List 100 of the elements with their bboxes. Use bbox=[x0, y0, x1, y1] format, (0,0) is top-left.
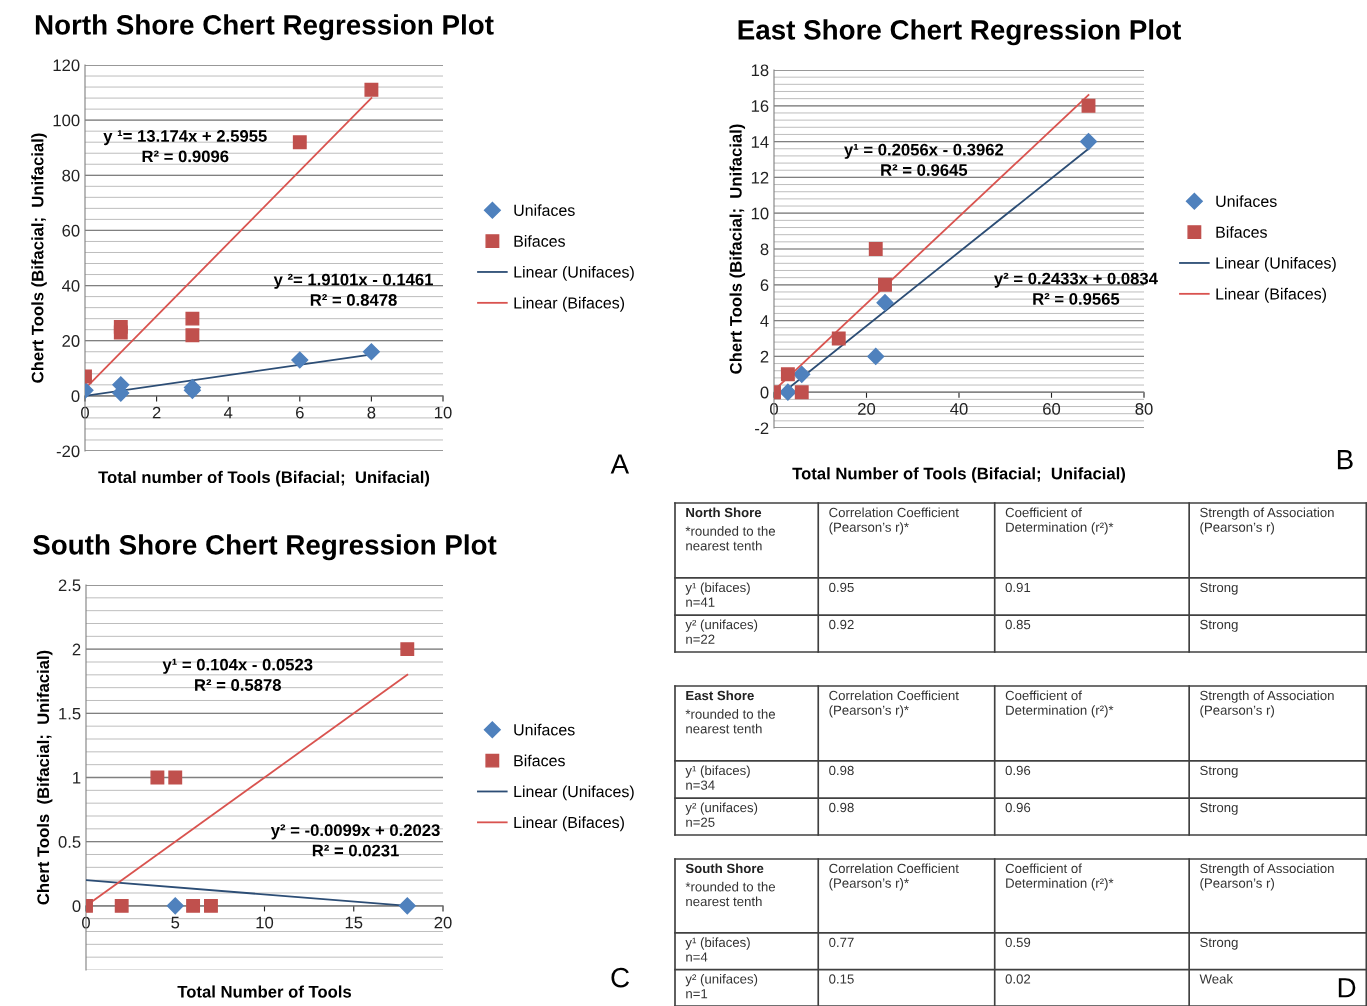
text: Strength of Association (Pearson’s r) bbox=[1200, 863, 1334, 891]
annotation: y¹ = 0.2056x - 0.3962 R² = 0.9645 bbox=[844, 143, 1004, 176]
point bbox=[166, 897, 184, 915]
y-axis-title: Chert Tools (Bifacial; Unifacial) bbox=[36, 650, 53, 905]
text: South Shore *rounded to the nearest tenth bbox=[685, 863, 776, 907]
text: Coefficient of Determination (r²)* bbox=[1005, 863, 1114, 891]
text: East Shore *rounded to the nearest tenth bbox=[685, 690, 776, 734]
y-tick-label: 0 bbox=[71, 390, 80, 403]
text: C bbox=[611, 967, 630, 988]
point bbox=[292, 135, 307, 150]
text: 0.85 bbox=[1005, 619, 1031, 630]
text: Coefficient of Determination (r²)* bbox=[1005, 507, 1114, 535]
point bbox=[291, 351, 309, 369]
point bbox=[831, 331, 846, 346]
legend-label: Unifaces bbox=[514, 723, 575, 736]
point bbox=[1081, 98, 1096, 113]
y-tick-label: 2.5 bbox=[58, 579, 81, 592]
y-tick-label: 6 bbox=[760, 279, 769, 291]
text: 0.96 bbox=[1005, 765, 1031, 776]
x-tick-label: 4 bbox=[223, 406, 233, 419]
annotation: y¹ = 0.104x - 0.0523 R² = 0.5878 bbox=[162, 658, 313, 691]
text: North Shore *rounded to the nearest tenth bbox=[685, 507, 776, 551]
text: Strong bbox=[1200, 937, 1238, 950]
legend-label: Linear (Unifaces) bbox=[514, 785, 634, 801]
text: Strength of Association (Pearson’s r) bbox=[1200, 690, 1334, 718]
text: Strong bbox=[1200, 765, 1238, 778]
legend-label: Linear (Bifaces) bbox=[514, 296, 625, 312]
text: Strength of Association (Pearson’s r) bbox=[1200, 507, 1334, 535]
y-tick-label: 0.5 bbox=[58, 836, 81, 848]
x-tick-label: 15 bbox=[345, 916, 363, 929]
legend-label: Bifaces bbox=[514, 235, 565, 247]
y-tick-label: 2 bbox=[760, 350, 769, 363]
y-tick-label: 0 bbox=[72, 900, 81, 913]
y-tick-label: 14 bbox=[751, 136, 769, 148]
text: 0.98 bbox=[829, 802, 854, 813]
y-tick-label: 2 bbox=[72, 643, 81, 656]
text: y¹ (bifaces) n=41 bbox=[685, 582, 750, 607]
point bbox=[793, 365, 811, 383]
text: y¹ (bifaces) n=4 bbox=[685, 937, 750, 962]
text: 0.15 bbox=[829, 974, 854, 984]
y-tick-label: 40 bbox=[61, 279, 80, 292]
y-tick-label: 80 bbox=[62, 169, 80, 182]
text: Strong bbox=[1200, 802, 1238, 815]
x-tick-label: 20 bbox=[858, 403, 876, 415]
x-tick-label: 20 bbox=[434, 916, 452, 929]
text: D bbox=[1338, 978, 1356, 998]
y-tick-label: -2 bbox=[755, 422, 769, 435]
text: Correlation Coefficient (Pearson’s r)* bbox=[829, 507, 959, 535]
point bbox=[779, 383, 797, 401]
y-tick-label: 18 bbox=[751, 64, 769, 77]
x-tick-label: 5 bbox=[171, 916, 180, 929]
text: Weak bbox=[1199, 973, 1234, 984]
text: y² (unifaces) n=1 bbox=[685, 973, 758, 999]
y-tick-label: 1.5 bbox=[59, 707, 81, 720]
text: Strong bbox=[1200, 619, 1238, 632]
point bbox=[794, 385, 809, 400]
x-tick-label: 10 bbox=[435, 406, 452, 419]
x-tick-label: 2 bbox=[152, 406, 161, 419]
y-tick-label: 16 bbox=[751, 100, 769, 112]
y-tick-label: 4 bbox=[760, 315, 769, 327]
point bbox=[867, 347, 885, 365]
legend-label: Bifaces bbox=[514, 754, 565, 767]
legend-label: Linear (Bifaces) bbox=[514, 816, 624, 832]
y-tick-label: 120 bbox=[53, 59, 80, 72]
legend-label: Unifaces bbox=[514, 204, 575, 216]
point bbox=[876, 294, 894, 312]
text: B bbox=[1337, 450, 1353, 470]
point bbox=[185, 311, 200, 326]
text: 0.02 bbox=[1005, 974, 1031, 984]
point bbox=[868, 242, 883, 256]
point bbox=[186, 898, 201, 913]
text: 0.59 bbox=[1005, 937, 1031, 948]
chart-title: South Shore Chert Regression Plot bbox=[33, 534, 497, 561]
annotation: y² = 0.2433x + 0.0834 R² = 0.9565 bbox=[994, 272, 1158, 305]
y-tick-label: 20 bbox=[62, 335, 80, 347]
text: 0.96 bbox=[1005, 802, 1031, 813]
legend-label: Linear (Bifaces) bbox=[1216, 287, 1326, 303]
y-tick-label: 0 bbox=[760, 386, 769, 399]
y-tick-label: 8 bbox=[760, 243, 769, 256]
text: y¹ (bifaces) n=34 bbox=[685, 765, 750, 790]
point bbox=[878, 277, 892, 292]
point bbox=[362, 343, 380, 361]
point bbox=[168, 770, 183, 785]
x-tick-label: 0 bbox=[81, 406, 89, 419]
y-tick-label: 1 bbox=[73, 772, 81, 784]
text: y² (unifaces) n=25 bbox=[685, 802, 758, 827]
text: 0.77 bbox=[829, 937, 854, 948]
annotation: y² = -0.0099x + 0.2023 R² = 0.0231 bbox=[270, 824, 440, 857]
text: 0.95 bbox=[829, 582, 854, 593]
point bbox=[185, 328, 200, 343]
annotation: y ¹= 13.174x + 2.5955 R² = 0.9096 bbox=[103, 130, 267, 163]
y-tick-label: 12 bbox=[751, 171, 769, 184]
x-axis-title: Total number of Tools (Bifacial; Unifacial) bbox=[98, 470, 430, 487]
legend-label: Linear (Unifaces) bbox=[514, 265, 634, 281]
x-tick-label: 0 bbox=[770, 403, 778, 415]
point bbox=[204, 898, 218, 913]
y-tick-label: -20 bbox=[56, 445, 80, 458]
point bbox=[114, 898, 129, 913]
y-tick-label: 100 bbox=[53, 114, 80, 127]
y-tick-label: 60 bbox=[62, 224, 80, 237]
